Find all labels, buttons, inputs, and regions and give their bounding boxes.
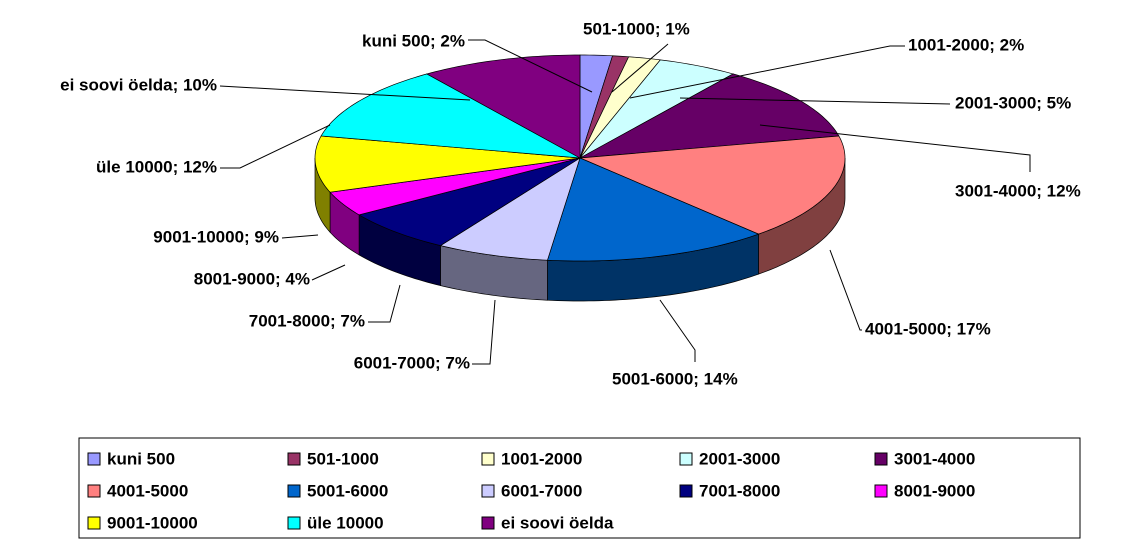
data-label: üle 10000; 12% — [96, 157, 217, 176]
slice-top — [314, 135, 581, 193]
leader-line — [759, 124, 1031, 172]
legend-swatch — [874, 452, 888, 466]
legend-label: 3001-4000 — [894, 449, 975, 468]
legend-swatch — [287, 516, 301, 530]
data-label: 7001-8000; 7% — [249, 311, 365, 330]
leader-line — [220, 124, 331, 169]
data-label: 1001-2000; 2% — [908, 35, 1024, 54]
data-label: 5001-6000; 14% — [612, 369, 738, 388]
leader-line — [629, 45, 905, 99]
legend-label: 8001-9000 — [894, 481, 975, 500]
leader-line — [679, 97, 951, 105]
data-label: 3001-4000; 12% — [955, 181, 1081, 200]
leader-line — [311, 264, 346, 281]
legend-label: 1001-2000 — [501, 449, 582, 468]
legend-label: 6001-7000 — [501, 481, 582, 500]
legend-label: 5001-6000 — [307, 481, 388, 500]
slice-top — [425, 54, 581, 159]
slice — [425, 54, 581, 159]
data-label: ei soovi öelda; 10% — [60, 75, 217, 94]
legend-label: kuni 500 — [107, 449, 175, 468]
legend-label: 4001-5000 — [107, 481, 188, 500]
leader-line — [659, 299, 696, 362]
legend-swatch — [287, 484, 301, 498]
leader-line — [829, 249, 862, 331]
leader-line — [468, 39, 593, 93]
slice-top — [329, 157, 581, 216]
legend-swatch — [679, 452, 693, 466]
data-label: 4001-5000; 17% — [865, 319, 991, 338]
slice — [314, 135, 581, 234]
slice — [579, 56, 662, 159]
slice-top — [579, 56, 662, 159]
legend-box — [78, 437, 1081, 539]
data-label: 9001-10000; 9% — [153, 227, 279, 246]
leader-line — [611, 43, 669, 93]
leader-line — [368, 284, 401, 323]
slice — [439, 157, 581, 301]
legend-swatch — [481, 452, 495, 466]
legend-swatch — [87, 484, 101, 498]
leader-line — [219, 85, 471, 101]
slice-top — [439, 157, 581, 261]
data-label: 8001-9000; 4% — [194, 269, 310, 288]
slice-top — [579, 135, 846, 235]
legend-swatch — [481, 516, 495, 530]
legend-swatch — [87, 516, 101, 530]
slice — [579, 59, 735, 159]
legend-label: 7001-8000 — [699, 481, 780, 500]
legend-swatch — [87, 452, 101, 466]
legend-swatch — [874, 484, 888, 498]
data-label: 501-1000; 1% — [583, 19, 690, 38]
leader-line — [281, 234, 319, 239]
legend-swatch — [481, 484, 495, 498]
data-label: kuni 500; 2% — [362, 31, 465, 50]
slice — [329, 157, 581, 256]
legend-swatch — [287, 452, 301, 466]
data-label: 2001-3000; 5% — [955, 93, 1071, 112]
leader-line — [472, 299, 496, 365]
legend-label: üle 10000 — [307, 513, 384, 532]
slice-top — [579, 59, 735, 159]
data-label: 6001-7000; 7% — [354, 353, 470, 372]
legend-label: 2001-3000 — [699, 449, 780, 468]
legend-label: 501-1000 — [307, 449, 379, 468]
legend-label: ei soovi öelda — [501, 513, 614, 532]
slice-top — [358, 157, 581, 246]
legend-label: 9001-10000 — [107, 513, 198, 532]
slice — [546, 157, 760, 302]
slice-top — [546, 157, 760, 262]
legend-swatch — [679, 484, 693, 498]
